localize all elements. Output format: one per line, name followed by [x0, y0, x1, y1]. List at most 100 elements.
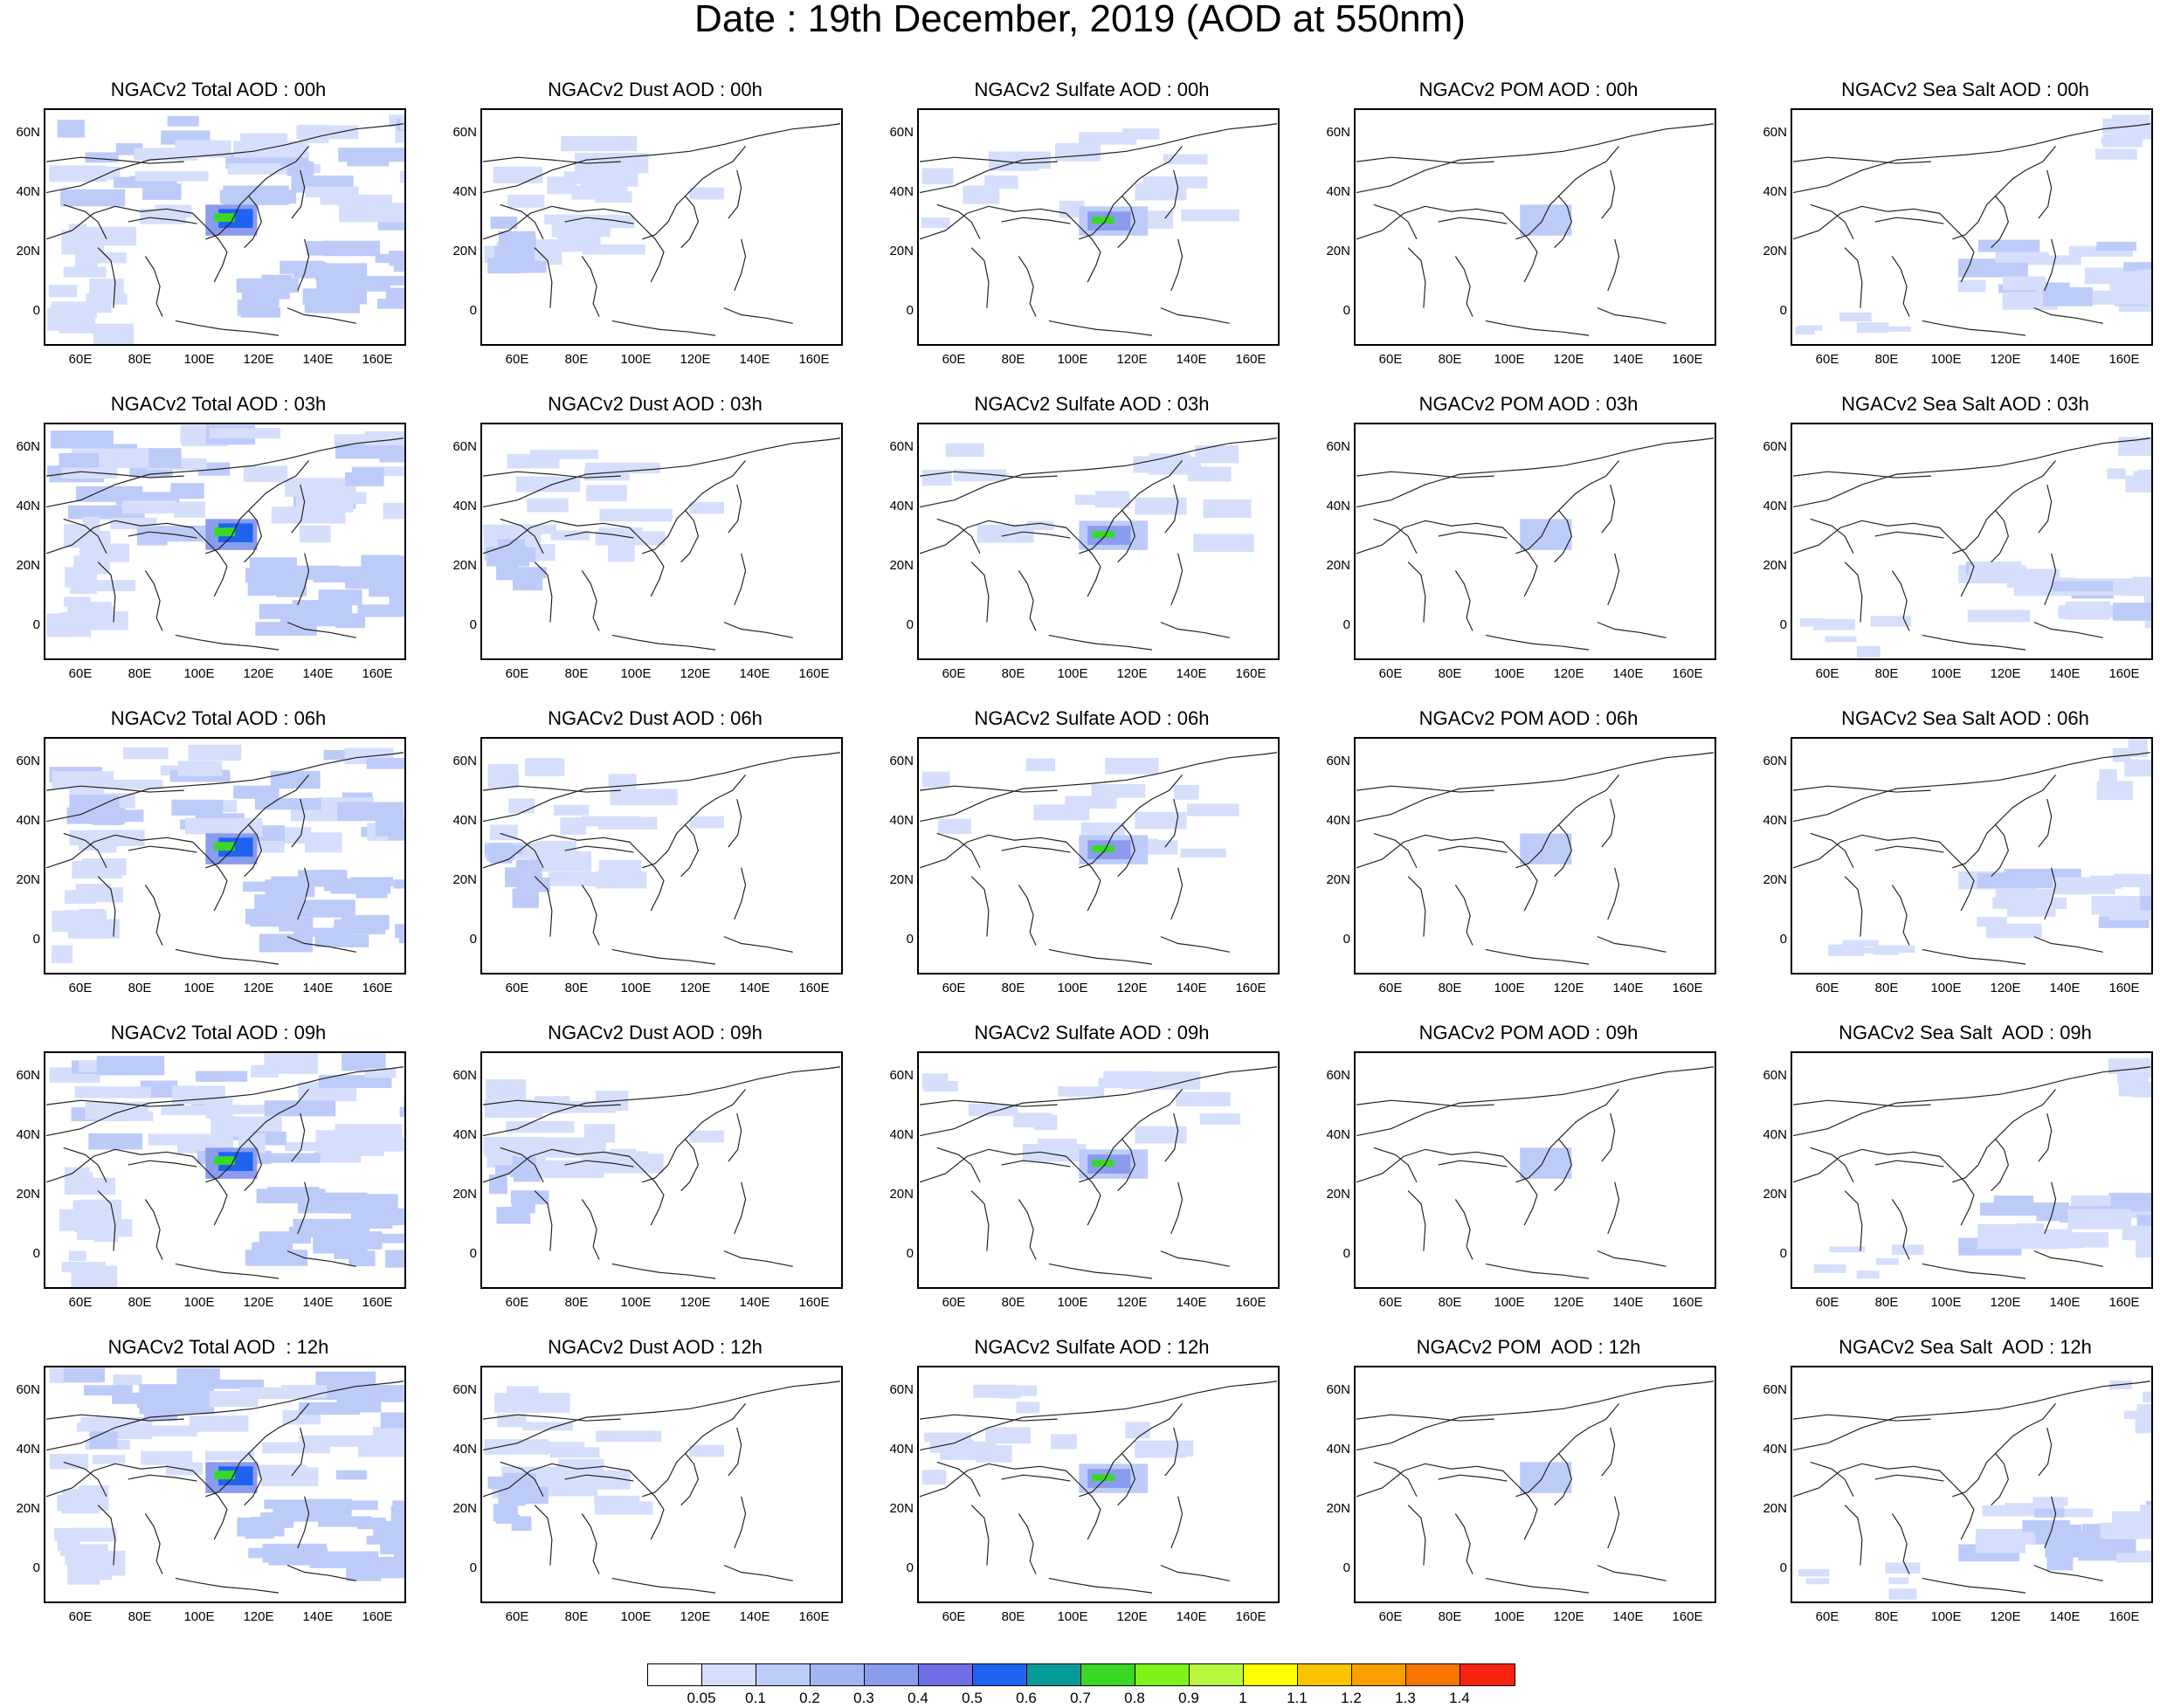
coastline-path — [1454, 570, 1473, 631]
latitude-tick-label: 40N — [452, 184, 477, 199]
coastline-path — [1001, 531, 1071, 539]
latitude-tick-label: 60N — [1763, 754, 1787, 768]
longitude-tick-label: 160E — [1235, 1609, 1266, 1624]
longitude-tick-label: 80E — [1001, 1295, 1025, 1310]
coastline-path — [45, 1066, 404, 1137]
latitude-tick-label: 20N — [889, 1187, 914, 1202]
longitude-tick-label: 100E — [1930, 352, 1962, 367]
aod-shading-cell — [529, 851, 592, 872]
panel-title: NGACv2 Total AOD : 09h — [110, 1022, 327, 1043]
aod-shading-cell — [483, 524, 557, 534]
aod-shading-cell — [121, 500, 177, 514]
aod-shading-cell — [689, 1444, 724, 1457]
aod-shading-cell — [939, 1435, 971, 1444]
coastline-path — [1001, 845, 1071, 853]
aod-shading-cell — [94, 779, 163, 789]
coastline-path — [1048, 634, 1153, 651]
aod-shading-cell — [1142, 1071, 1201, 1090]
aod-shading-cell — [223, 185, 289, 205]
longitude-tick-label: 60E — [505, 352, 529, 367]
aod-shading-cell — [302, 288, 329, 306]
aod-shading-cell — [507, 1386, 539, 1400]
coastline-path — [1048, 320, 1153, 336]
panel-title: NGACv2 Dust AOD : 03h — [548, 393, 763, 415]
map-panel: NGACv2 Sea Salt AOD : 03h 60N 40N 20N 0 60E 80… — [1747, 395, 2160, 709]
coastline-path — [564, 1160, 634, 1167]
aod-shading-cell — [522, 1422, 573, 1431]
map-frame — [1354, 1051, 1716, 1289]
aod-shading-cell — [245, 908, 299, 925]
coastline-path — [680, 196, 700, 249]
aod-shading-cell — [92, 1455, 126, 1464]
aod-shading-cell — [2078, 1551, 2134, 1561]
aod-shading-cell — [61, 467, 118, 479]
aod-shading-cell — [596, 1430, 662, 1443]
coastline-path — [1356, 156, 1494, 164]
longitude-tick-label: 60E — [68, 981, 93, 995]
panel-title: NGACv2 POM AOD : 06h — [1418, 707, 1639, 729]
longitude-tick-label: 100E — [1494, 1609, 1525, 1624]
coastline-path — [482, 156, 621, 164]
aod-shading-cell — [1891, 1244, 1924, 1255]
map-frame — [480, 1051, 843, 1289]
coastline-path — [482, 471, 621, 479]
latitude-tick-label: 0 — [1779, 1560, 1787, 1575]
aod-shading-cell — [259, 603, 325, 619]
latitude-tick-label: 60N — [1763, 125, 1787, 140]
longitude-tick-label: 140E — [302, 981, 334, 995]
aod-shading-cell — [493, 166, 543, 183]
latitude-tick-label: 0 — [1779, 617, 1787, 632]
aod-shading-cell — [1051, 1434, 1077, 1450]
longitude-tick-label: 160E — [1672, 1295, 1703, 1310]
coastline-path — [1164, 798, 1179, 848]
longitude-tick-label: 100E — [1057, 1295, 1088, 1310]
coastline-path — [1164, 169, 1179, 219]
longitude-tick-label: 80E — [1001, 981, 1025, 995]
aod-shading-cell — [2090, 875, 2122, 889]
map-frame — [1354, 423, 1716, 660]
coastline-path — [1356, 471, 1494, 479]
latitude-tick-label: 60N — [1326, 125, 1350, 140]
coastline-path — [1844, 1505, 1863, 1566]
aod-shading-cell — [585, 462, 660, 474]
latitude-tick-label: 40N — [889, 184, 914, 199]
aod-shading-cell — [52, 910, 97, 933]
latitude-tick-label: 0 — [1342, 1560, 1350, 1575]
coastline-path — [723, 1565, 793, 1581]
aod-shading-cell — [188, 744, 242, 761]
aod-shading-cell — [388, 819, 404, 841]
aod-shading-cell — [1135, 1126, 1187, 1144]
coastline-path — [1373, 1461, 1418, 1498]
coastline-path — [642, 146, 747, 240]
coastline-path — [723, 622, 793, 638]
aod-shading-cell — [227, 163, 287, 175]
aod-shading-cell — [1058, 1086, 1105, 1097]
aod-shading-cell — [496, 562, 519, 581]
aod-shading-cell — [92, 580, 136, 591]
coastline-path — [919, 834, 1101, 912]
coastline-path — [936, 1147, 981, 1183]
coastline-path — [97, 247, 116, 308]
coastline-path — [611, 1263, 716, 1279]
coastline-path — [1844, 247, 1863, 308]
latitude-tick-label: 40N — [16, 1442, 40, 1457]
coastline-path — [175, 1263, 279, 1279]
aod-shading-cell — [1977, 239, 2040, 252]
longitude-tick-label: 60E — [505, 1609, 529, 1624]
colorbar-swatch — [702, 1664, 756, 1685]
longitude-tick-label: 160E — [2108, 1295, 2140, 1310]
coastline-path — [291, 484, 306, 534]
coastline-path — [1454, 885, 1473, 946]
coastline-path — [1018, 885, 1037, 946]
aod-shading-cell — [922, 1081, 958, 1092]
aod-shading-cell — [393, 879, 404, 889]
aod-shading-cell — [484, 1099, 542, 1118]
longitude-tick-label: 80E — [1874, 1609, 1899, 1624]
aod-shading-cell — [366, 758, 404, 769]
longitude-tick-label: 120E — [680, 666, 711, 681]
coastline-path — [564, 217, 634, 224]
aod-shading-cell — [353, 1217, 393, 1229]
aod-shading-cell — [583, 1124, 615, 1143]
colorbar-swatch — [1298, 1664, 1352, 1685]
longitude-tick-label: 80E — [1001, 1609, 1025, 1624]
